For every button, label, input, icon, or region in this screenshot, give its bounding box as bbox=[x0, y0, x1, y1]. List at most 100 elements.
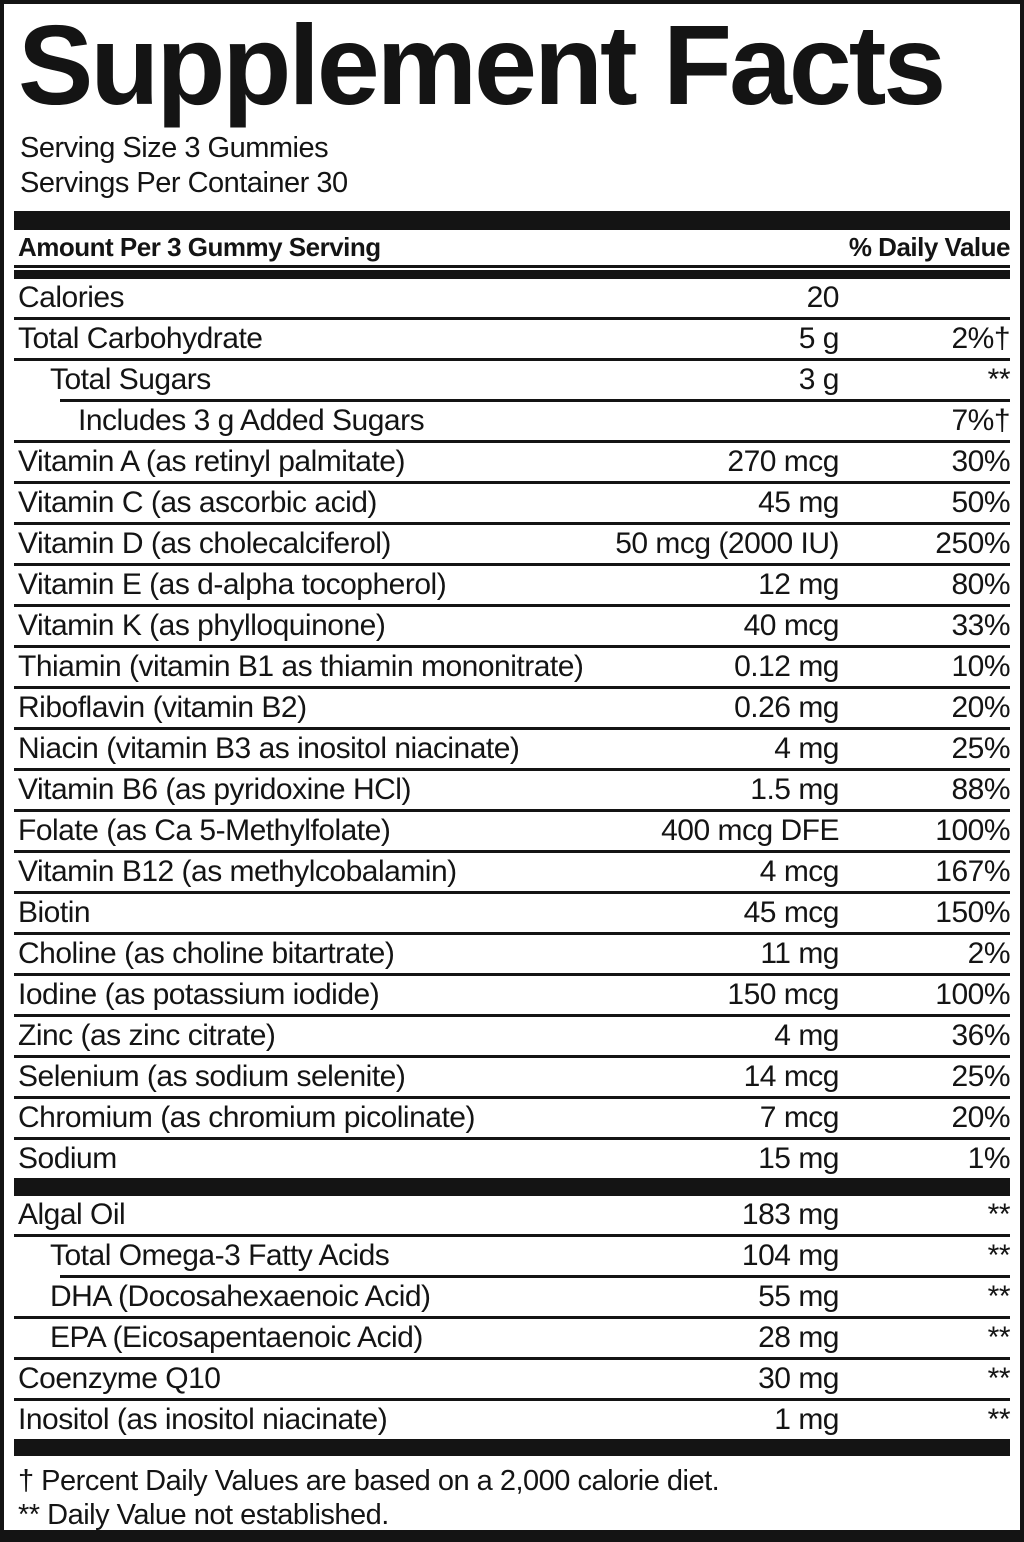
nutrient-daily-value: ** bbox=[987, 1279, 1011, 1313]
row-separator bbox=[14, 439, 1010, 443]
nutrient-name: Includes 3 g Added Sugars bbox=[78, 403, 425, 437]
nutrient-name: Vitamin B12 (as methylcobalamin) bbox=[18, 854, 457, 888]
row-separator bbox=[14, 603, 1010, 607]
nutrient-amount: 7 mcg bbox=[759, 1100, 840, 1134]
serving-size: Serving Size 3 Gummies bbox=[20, 132, 329, 165]
row-separator bbox=[14, 1095, 1010, 1099]
nutrient-daily-value: 1% bbox=[967, 1141, 1011, 1175]
table-row: Inositol (as inositol niacinate) 1 mg ** bbox=[14, 1401, 1011, 1439]
table-row: Includes 3 g Added Sugars 7%† bbox=[14, 402, 1010, 440]
nutrient-name: Total Omega-3 Fatty Acids bbox=[50, 1238, 390, 1272]
nutrient-daily-value: 150% bbox=[935, 895, 1010, 929]
nutrient-name: Biotin bbox=[18, 895, 91, 929]
nutrient-daily-value: 88% bbox=[951, 772, 1010, 806]
row-separator bbox=[14, 1315, 1010, 1319]
nutrient-name: Chromium (as chromium picolinate) bbox=[18, 1100, 475, 1134]
row-separator bbox=[14, 685, 1010, 689]
nutrient-name: Inositol (as inositol niacinate) bbox=[18, 1402, 388, 1436]
table-row: Total Sugars 3 g ** bbox=[14, 361, 1011, 399]
divider-bar-section bbox=[14, 1177, 1010, 1196]
divider-bar-footnotes bbox=[14, 1438, 1010, 1456]
table-row: Chromium (as chromium picolinate) 7 mcg 20… bbox=[14, 1099, 1010, 1137]
nutrient-amount: 20 bbox=[806, 280, 840, 314]
table-row: Zinc (as zinc citrate) 4 mg 36% bbox=[14, 1017, 1010, 1055]
nutrient-name: Calories bbox=[18, 280, 125, 314]
nutrient-name: Iodine (as potassium iodide) bbox=[18, 977, 380, 1011]
row-separator bbox=[14, 1397, 1010, 1401]
nutrient-name: Total Carbohydrate bbox=[18, 321, 263, 355]
nutrient-daily-value: 2%† bbox=[951, 321, 1010, 355]
row-separator bbox=[14, 1013, 1010, 1017]
row-separator bbox=[14, 521, 1010, 525]
nutrient-daily-value: 25% bbox=[951, 1059, 1010, 1093]
divider-bar-top bbox=[14, 210, 1010, 230]
nutrient-amount: 5 g bbox=[798, 321, 840, 355]
row-separator bbox=[14, 767, 1010, 771]
table-row: Vitamin E (as d-alpha tocopherol) 12 mg 80… bbox=[14, 566, 1010, 604]
nutrient-daily-value: ** bbox=[987, 1361, 1011, 1395]
table-row: Total Carbohydrate 5 g 2%† bbox=[14, 320, 1010, 358]
row-separator bbox=[14, 316, 1010, 320]
row-separator bbox=[14, 808, 1010, 812]
table-row: Vitamin C (as ascorbic acid) 45 mg 50% bbox=[14, 484, 1010, 522]
nutrient-amount: 28 mg bbox=[758, 1320, 839, 1354]
nutrient-daily-value: ** bbox=[987, 1402, 1011, 1436]
row-separator bbox=[14, 1233, 1010, 1237]
nutrient-daily-value: 33% bbox=[951, 608, 1010, 642]
nutrient-name: Vitamin C (as ascorbic acid) bbox=[18, 485, 377, 519]
divider-bar-header bbox=[14, 269, 1010, 279]
nutrient-daily-value: 2% bbox=[967, 936, 1011, 970]
nutrient-name: Choline (as choline bitartrate) bbox=[18, 936, 395, 970]
nutrient-amount: 40 mcg bbox=[743, 608, 840, 642]
servings-per-container: Servings Per Container 30 bbox=[20, 167, 348, 200]
nutrient-daily-value: ** bbox=[987, 1238, 1011, 1272]
table-row: Vitamin D (as cholecalciferol) 50 mcg (20… bbox=[14, 525, 1010, 563]
nutrient-amount: 12 mg bbox=[758, 567, 839, 601]
nutrient-daily-value: ** bbox=[987, 362, 1011, 396]
nutrient-amount: 183 mg bbox=[741, 1197, 840, 1231]
row-separator bbox=[14, 726, 1010, 730]
row-separator bbox=[14, 562, 1010, 566]
nutrient-name: Riboflavin (vitamin B2) bbox=[18, 690, 307, 724]
nutrient-daily-value: 20% bbox=[951, 1100, 1010, 1134]
table-row: Total Omega-3 Fatty Acids 104 mg ** bbox=[14, 1237, 1011, 1275]
nutrient-amount: 11 mg bbox=[760, 936, 839, 970]
table-row: Algal Oil 183 mg ** bbox=[14, 1196, 1011, 1234]
table-row: Sodium 15 mg 1% bbox=[14, 1140, 1011, 1178]
column-header-row: Amount Per 3 Gummy Serving % Daily Value bbox=[14, 230, 1011, 265]
row-separator bbox=[14, 890, 1010, 894]
nutrient-amount: 0.12 mg bbox=[734, 649, 839, 683]
row-separator bbox=[14, 644, 1010, 648]
table-row: DHA (Docosahexaenoic Acid) 55 mg ** bbox=[14, 1278, 1011, 1316]
nutrient-name: EPA (Eicosapentaenoic Acid) bbox=[50, 1320, 423, 1354]
nutrient-amount: 4 mcg bbox=[759, 854, 840, 888]
table-row: Calories 20 bbox=[14, 279, 1010, 317]
nutrient-daily-value: ** bbox=[987, 1197, 1011, 1231]
nutrient-amount: 4 mg bbox=[774, 731, 839, 765]
nutrient-daily-value: 36% bbox=[951, 1018, 1010, 1052]
table-row: Vitamin B6 (as pyridoxine HCl) 1.5 mg 88% bbox=[14, 771, 1010, 809]
nutrient-daily-value: 20% bbox=[951, 690, 1010, 724]
nutrient-daily-value: 250% bbox=[935, 526, 1010, 560]
nutrient-name: Folate (as Ca 5-Methylfolate) bbox=[18, 813, 391, 847]
nutrient-amount: 55 mg bbox=[758, 1279, 839, 1313]
row-separator bbox=[14, 357, 1010, 361]
row-separator bbox=[60, 1274, 1010, 1278]
nutrient-daily-value: 100% bbox=[935, 977, 1010, 1011]
nutrient-daily-value: 167% bbox=[935, 854, 1010, 888]
nutrient-name: Total Sugars bbox=[50, 362, 211, 396]
nutrient-name: Vitamin K (as phylloquinone) bbox=[18, 608, 386, 642]
table-row: Selenium (as sodium selenite) 14 mcg 25% bbox=[14, 1058, 1010, 1096]
nutrient-name: Vitamin A (as retinyl palmitate) bbox=[18, 444, 405, 478]
footnotes: † Percent Daily Values are based on a 2,… bbox=[14, 1456, 1010, 1532]
footnote-daily-values: † Percent Daily Values are based on a 2,… bbox=[18, 1464, 720, 1497]
nutrient-name: Vitamin E (as d-alpha tocopherol) bbox=[18, 567, 447, 601]
divider-bar-bottom bbox=[4, 1530, 1020, 1542]
nutrient-daily-value: 80% bbox=[951, 567, 1010, 601]
nutrient-amount: 50 mcg (2000 IU) bbox=[615, 526, 839, 560]
header-hairline bbox=[14, 264, 1010, 268]
nutrient-amount: 3 g bbox=[798, 362, 840, 396]
nutrient-amount: 0.26 mg bbox=[734, 690, 839, 724]
nutrient-amount: 400 mcg DFE bbox=[661, 813, 839, 847]
